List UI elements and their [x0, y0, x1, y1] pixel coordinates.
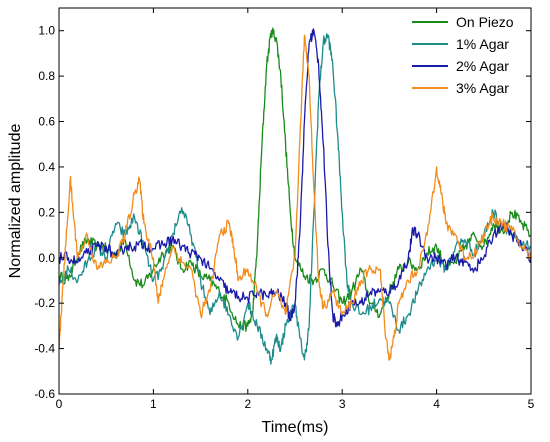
plot-frame — [58, 7, 532, 395]
legend-label-3: 3% Agar — [456, 80, 509, 96]
x-tick-label: 3 — [339, 397, 346, 411]
y-tick-label: -0.2 — [34, 296, 55, 310]
legend-label-1: 1% Agar — [456, 36, 509, 52]
y-tick-label: 1.0 — [38, 24, 55, 38]
y-tick-label: 0.4 — [38, 160, 55, 174]
y-tick-label: -0.4 — [34, 342, 55, 356]
y-tick-label: 0.0 — [38, 251, 55, 265]
x-axis-ticks: 0 1 2 3 4 5 — [56, 8, 535, 411]
x-tick-label: 2 — [244, 397, 251, 411]
series-line-3 — [58, 34, 532, 361]
x-tick-label: 0 — [56, 397, 63, 411]
legend: On Piezo 1% Agar 2% Agar 3% Agar — [412, 14, 514, 96]
x-tick-label: 5 — [528, 397, 535, 411]
y-tick-label: 0.8 — [38, 69, 55, 83]
legend-label-2: 2% Agar — [456, 58, 509, 74]
y-axis-ticks: -0.6 -0.4 -0.2 0.0 0.2 0.4 0.6 0.8 1.0 — [34, 24, 531, 401]
x-axis-label: Time(ms) — [262, 419, 329, 436]
y-tick-label: 0.6 — [38, 115, 55, 129]
y-axis-label: Normalized amplitude — [7, 124, 24, 279]
x-tick-label: 4 — [433, 397, 440, 411]
y-tick-label: -0.6 — [34, 387, 55, 401]
series-layer — [58, 27, 532, 365]
x-tick-label: 1 — [150, 397, 157, 411]
legend-label-0: On Piezo — [456, 14, 514, 30]
y-tick-label: 0.2 — [38, 205, 55, 219]
